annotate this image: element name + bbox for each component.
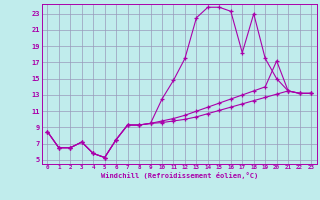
X-axis label: Windchill (Refroidissement éolien,°C): Windchill (Refroidissement éolien,°C) [100, 172, 258, 179]
